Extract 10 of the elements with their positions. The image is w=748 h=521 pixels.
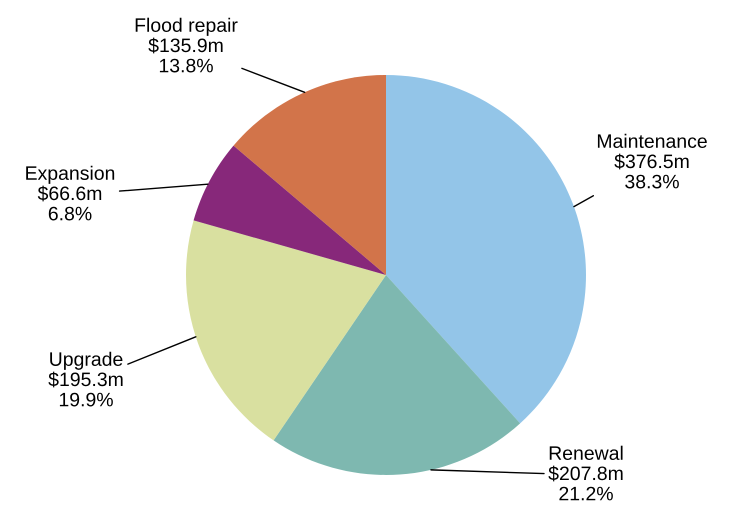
data-label: $207.8m 21.2% — [548, 466, 623, 500]
slice-label: Expansion — [26, 166, 114, 184]
data-label: $135.9m 13.8% — [148, 38, 223, 72]
data-label: $66.6m 6.8% — [38, 186, 102, 220]
slice-label: Upgrade — [50, 352, 122, 370]
slice-label: Maintenance — [598, 134, 707, 148]
data-label: $376.5m 38.3% — [614, 154, 689, 188]
data-label: $195.3m 19.9% — [48, 372, 123, 406]
slice-label: Renewal — [550, 446, 623, 460]
slice-label: Flood repair — [136, 18, 238, 36]
